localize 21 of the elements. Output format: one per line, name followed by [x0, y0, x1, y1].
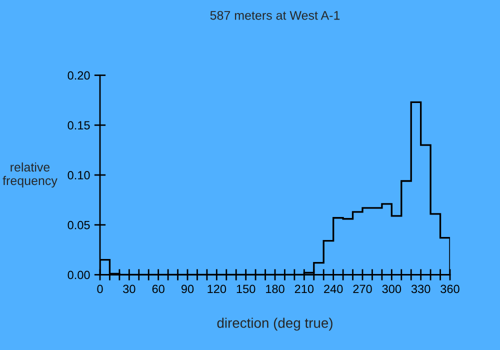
x-tick-label: 330: [411, 284, 430, 294]
x-tick-label: 120: [208, 284, 226, 294]
y-tick-label: 0.05: [68, 220, 90, 230]
y-tick-label: 0.15: [68, 121, 90, 130]
y-tick-label: 0.20: [68, 71, 90, 80]
x-tick-label: 90: [181, 284, 194, 294]
x-tick-label: 210: [294, 284, 314, 294]
y-tick-label: 0.10: [68, 171, 90, 180]
x-axis-title: direction (deg true): [217, 318, 332, 331]
x-tick-label: 0: [97, 284, 103, 294]
x-tick-label: 240: [324, 284, 343, 294]
x-tick-label: 270: [353, 284, 372, 294]
x-tick-label: 360: [440, 284, 460, 294]
x-tick-label: 60: [152, 284, 164, 294]
y-tick-label: 0.00: [68, 270, 90, 280]
x-tick-label: 300: [382, 284, 402, 294]
x-tick-label: 180: [266, 284, 284, 294]
x-tick-label: 150: [236, 284, 256, 294]
y-axis-title: relative frequency: [2, 162, 58, 188]
x-tick-label: 30: [123, 284, 136, 294]
chart-title: 587 meters at West A-1: [210, 10, 340, 20]
